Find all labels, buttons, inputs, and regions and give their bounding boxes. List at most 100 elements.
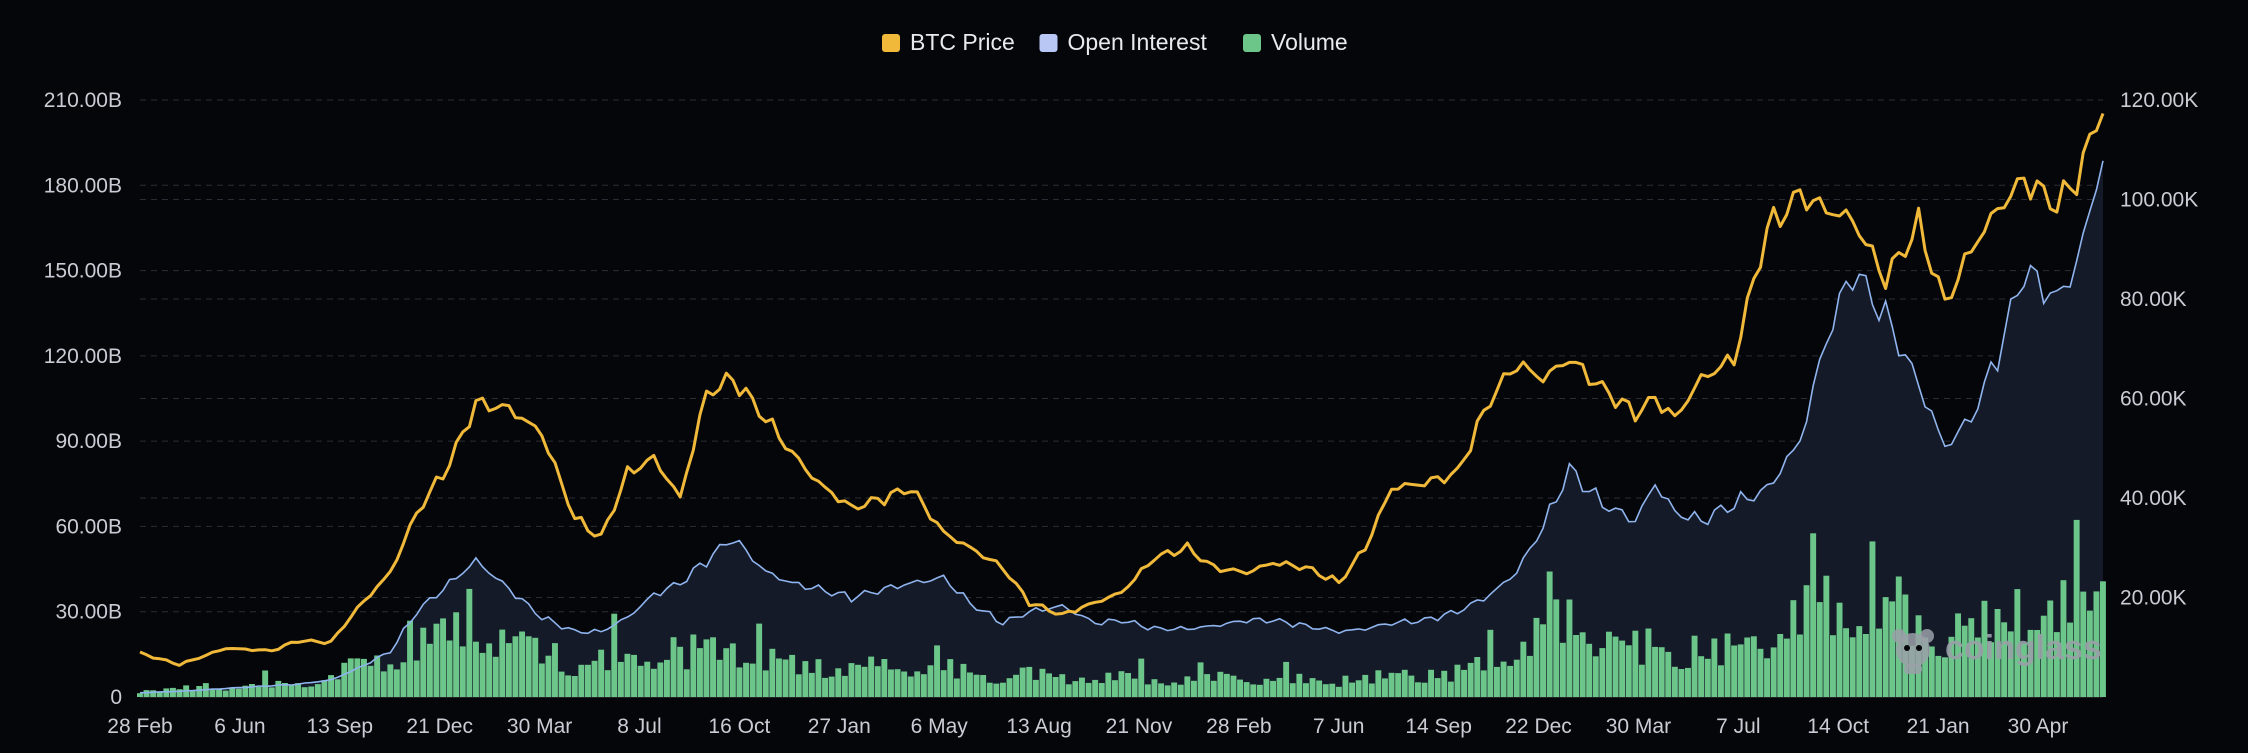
volume-bar [2100, 581, 2106, 697]
volume-bar [354, 658, 361, 697]
volume-bar [1039, 668, 1046, 697]
volume-bar [2021, 643, 2027, 697]
volume-bar [1204, 674, 1211, 697]
volume-bar [1671, 666, 1678, 697]
volume-bar [1731, 645, 1738, 697]
volume-bar [1164, 685, 1171, 697]
volume-bar [1612, 636, 1619, 697]
volume-bar [1507, 665, 1514, 697]
volume-bar [387, 664, 394, 697]
volume-bar [334, 679, 341, 697]
volume-bar [367, 665, 374, 697]
volume-bar [552, 643, 558, 697]
coinglass-logo-icon [1892, 629, 1934, 674]
volume-bar [1210, 680, 1217, 697]
volume-bar [1540, 624, 1547, 697]
legend-item-btc-price[interactable]: BTC Price [882, 29, 1015, 55]
volume-bar [2027, 629, 2034, 697]
volume-bar [143, 690, 150, 697]
volume-bar [262, 670, 269, 697]
volume-bar [525, 636, 532, 697]
volume-bar [1329, 683, 1336, 697]
volume-bar [459, 646, 466, 697]
legend[interactable]: BTC Price Open Interest Volume [882, 29, 1348, 55]
volume-bar [1770, 647, 1777, 697]
volume-bar [1948, 636, 1955, 697]
volume-bar [1955, 613, 1962, 697]
volume-bar [486, 643, 493, 697]
volume-bar [874, 666, 881, 697]
volume-bar [1461, 669, 1468, 697]
volume-bar [1388, 672, 1395, 697]
volume-bar [1553, 599, 1560, 697]
left-axis-tick-label: 120.00B [44, 345, 122, 368]
volume-bar [209, 688, 216, 697]
right-axis-tick-label: 60.00K [2120, 388, 2187, 411]
legend-label: Open Interest [1068, 29, 1208, 55]
volume-bar [301, 687, 308, 697]
x-axis-tick-label: 16 Oct [708, 715, 770, 738]
volume-bar [1052, 677, 1059, 697]
volume-bar [137, 693, 143, 697]
volume-bar [1322, 684, 1329, 697]
volume-bar [822, 677, 829, 697]
volume-bar [1171, 682, 1178, 697]
volume-bar [170, 687, 176, 697]
volume-bar [255, 686, 262, 697]
volume-bar [1711, 638, 1718, 697]
volume-bar [1928, 646, 1935, 697]
btc-price-line-group [139, 112, 2105, 667]
volume-bar [1059, 674, 1066, 697]
legend-item-volume[interactable]: Volume [1243, 29, 1348, 55]
volume-bar [894, 669, 901, 697]
legend-swatch [1039, 34, 1058, 52]
volume-bar [545, 655, 552, 697]
volume-bar [571, 676, 578, 697]
volume-bar [2007, 631, 2014, 697]
volume-bar [1349, 682, 1356, 697]
volume-bar [275, 680, 282, 697]
volume-bar [617, 661, 624, 697]
volume-bar [1678, 669, 1685, 697]
x-axis-tick-label: 14 Oct [1807, 715, 1869, 738]
volume-bar [940, 670, 947, 697]
open-interest-fill [140, 160, 2103, 698]
volume-bar [1230, 675, 1237, 697]
volume-bar [505, 643, 512, 697]
volume-bar [973, 674, 980, 697]
volume-bar [163, 688, 170, 697]
volume-bar [888, 669, 894, 697]
x-axis-tick-label: 21 Jan [1907, 715, 1970, 738]
volume-bar [1803, 585, 1810, 697]
volume-bar [1276, 677, 1283, 697]
volume-bar [762, 670, 769, 697]
volume-bar [1177, 684, 1184, 697]
volume-bar [1869, 541, 1876, 697]
volume-bar [1441, 670, 1448, 697]
volume-bar [1810, 533, 1817, 697]
volume-bar [519, 631, 526, 697]
volume-bar [585, 664, 591, 697]
volume-bar [1085, 682, 1092, 697]
volume-bar [947, 659, 954, 697]
x-axis-tick-label: 30 Apr [2008, 715, 2069, 738]
volume-bar [2014, 589, 2021, 697]
volume-bar [1606, 631, 1612, 697]
volume-bar [1447, 681, 1454, 697]
legend-item-open-interest[interactable]: Open Interest [1039, 29, 1208, 55]
volume-bar [1289, 683, 1296, 697]
volume-bar [776, 658, 782, 697]
volume-bar [150, 690, 157, 697]
volume-bar [1309, 678, 1316, 697]
volume-bar [749, 663, 756, 697]
volume-bar [1935, 655, 1942, 697]
volume-bar [591, 660, 598, 697]
volume-bar [1072, 681, 1079, 697]
volume-bar [2040, 615, 2047, 697]
open-interest-area [140, 160, 2103, 698]
legend-label: Volume [1271, 29, 1348, 55]
volume-bar [1513, 659, 1520, 697]
btc-price-line [139, 112, 2105, 667]
volume-bar [1856, 626, 1863, 697]
